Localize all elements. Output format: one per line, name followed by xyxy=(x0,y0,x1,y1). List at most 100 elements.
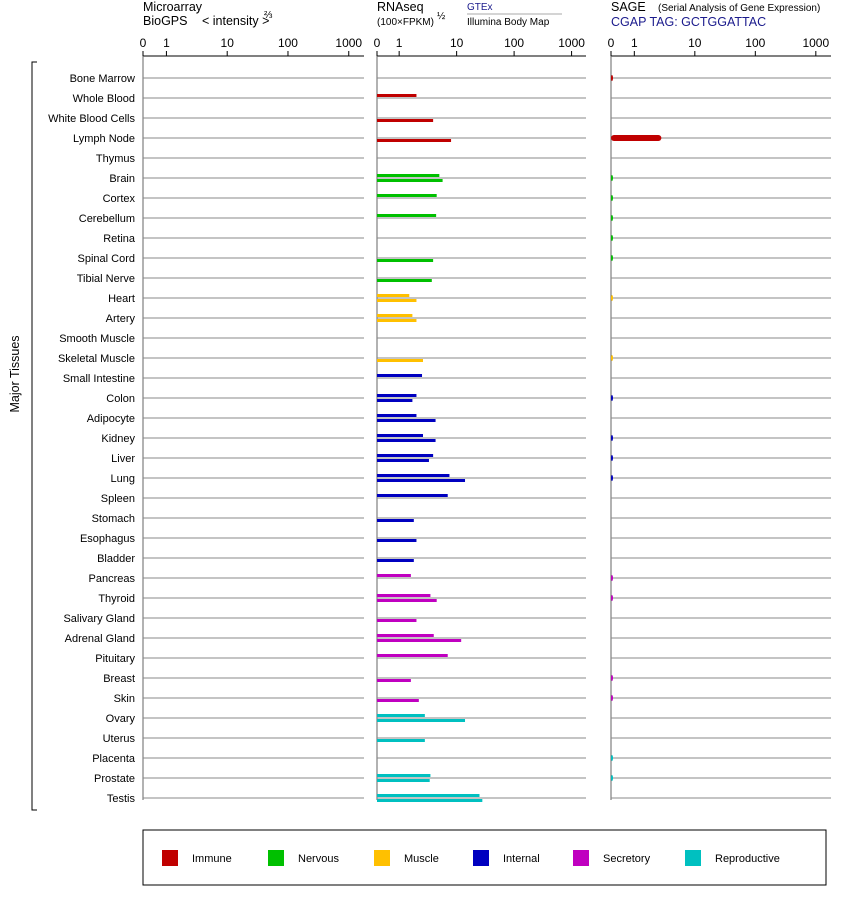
microarray-tick-label: 1 xyxy=(163,36,170,50)
tissue-label: Tibial Nerve xyxy=(77,273,135,285)
legend: Immune Nervous Muscle Internal Secretory Repr… xyxy=(162,850,780,866)
tissue-label: Small Intestine xyxy=(63,373,135,385)
sage-header: SAGE (Serial Analysis of Gene Expression… xyxy=(611,0,820,29)
rnaseq-bodymap-bar xyxy=(377,739,425,742)
sage-bar xyxy=(611,355,613,361)
rnaseq-bodymap-bar xyxy=(377,259,434,262)
rnaseq-gtex-bar xyxy=(377,394,417,397)
tissue-row: Tibial Nerve xyxy=(77,273,831,285)
rnaseq-gtex-bar xyxy=(377,474,450,477)
legend-item-internal: Internal xyxy=(473,850,540,866)
rnaseq-bodymap-bar xyxy=(377,699,419,702)
tissue-row: Pancreas xyxy=(89,573,831,585)
legend-label: Nervous xyxy=(298,853,339,865)
tissue-label: Stomach xyxy=(92,513,135,525)
legend-item-secretory: Secretory xyxy=(573,850,651,866)
rnaseq-bodymap-bar xyxy=(377,719,466,722)
rnaseq-gtex-bar xyxy=(377,174,440,177)
tissue-row: Small Intestine xyxy=(63,373,831,385)
legend-swatch xyxy=(573,850,589,866)
tissue-label: Bladder xyxy=(97,553,135,565)
tissue-label: Pancreas xyxy=(89,573,136,585)
tissue-row: Colon xyxy=(106,393,831,405)
tissue-row: Stomach xyxy=(92,513,831,525)
sage-tick-label: 1 xyxy=(631,36,638,50)
tissue-row: Testis xyxy=(107,793,831,805)
tissue-row: Skin xyxy=(114,693,831,705)
tissue-row: Lung xyxy=(111,473,831,485)
tissue-row: Artery xyxy=(106,313,831,325)
tissue-row: Spinal Cord xyxy=(78,253,831,265)
legend-swatch xyxy=(268,850,284,866)
microarray-axis: 0 1 10 100 1000 xyxy=(140,36,364,800)
rnaseq-bodymap-bar xyxy=(377,179,443,182)
sage-bar xyxy=(611,295,613,301)
tissue-label: Whole Blood xyxy=(73,93,135,105)
tissue-label: Heart xyxy=(108,293,135,305)
legend-swatch xyxy=(162,850,178,866)
sage-tick-label: 0 xyxy=(608,36,615,50)
sage-bar xyxy=(611,75,613,81)
sage-bar xyxy=(611,455,613,461)
sage-bar xyxy=(611,215,613,221)
sage-axis: 0 1 10 100 1000 xyxy=(608,36,831,800)
tissue-row: Cerebellum xyxy=(79,213,831,225)
sage-tick-label: 100 xyxy=(745,36,765,50)
sage-bar xyxy=(611,775,613,781)
legend-item-muscle: Muscle xyxy=(374,850,439,866)
tissue-label: Colon xyxy=(106,393,135,405)
legend-item-immune: Immune xyxy=(162,850,232,866)
rnaseq-bodymap-bar xyxy=(377,299,417,302)
rnaseq-gtex-bar xyxy=(377,294,410,297)
tissue-label: Smooth Muscle xyxy=(59,333,135,345)
legend-label: Secretory xyxy=(603,853,651,865)
rnaseq-bodymap-bar xyxy=(377,559,414,562)
intensity-label: < intensity > xyxy=(202,14,269,28)
sage-bar xyxy=(611,135,662,141)
tissue-label: Salivary Gland xyxy=(63,613,135,625)
legend-box xyxy=(142,829,827,886)
tissue-row: Whole Blood xyxy=(73,93,831,105)
rnaseq-gtex-bar xyxy=(377,94,417,97)
tissue-row: Brain xyxy=(109,173,831,185)
sage-bar xyxy=(611,755,613,761)
rnaseq-bodymap-bar xyxy=(377,799,483,802)
tissue-row: Heart xyxy=(108,293,831,305)
sage-bar xyxy=(611,195,613,201)
legend-label: Reproductive xyxy=(715,853,780,865)
rnaseq-bodymap-bar xyxy=(377,439,436,442)
tissue-label: White Blood Cells xyxy=(48,113,135,125)
body-map-source-label: Illumina Body Map xyxy=(467,17,550,28)
rnaseq-header: RNAseq (100×FPKM) ½ GTEx Illumina Body M… xyxy=(377,0,562,28)
tissue-label: Skeletal Muscle xyxy=(58,353,135,365)
tissue-label: Testis xyxy=(107,793,136,805)
tissue-row: Pituitary xyxy=(95,653,831,665)
tissue-label: Brain xyxy=(109,173,135,185)
tissue-label: Adipocyte xyxy=(87,413,135,425)
tissue-row: Breast xyxy=(103,673,831,685)
tissue-label: Thyroid xyxy=(98,593,135,605)
tissue-row: Thymus xyxy=(96,153,831,165)
rnaseq-bodymap-bar xyxy=(377,279,432,282)
sage-title: SAGE xyxy=(611,0,646,14)
microarray-title: Microarray xyxy=(143,0,203,14)
tissue-label: Artery xyxy=(106,313,136,325)
major-tissues-label: Major Tissues xyxy=(8,335,22,412)
tissue-row: Uterus xyxy=(103,733,831,745)
intensity-exponent: ⅔ xyxy=(264,10,273,21)
microarray-tick-label: 1000 xyxy=(335,36,362,50)
microarray-tick-label: 0 xyxy=(140,36,147,50)
rnaseq-bodymap-bar xyxy=(377,359,424,362)
rnaseq-bodymap-bar xyxy=(377,519,414,522)
rnaseq-bodymap-bar xyxy=(377,319,417,322)
legend-label: Immune xyxy=(192,853,232,865)
cgap-tag-label: CGAP TAG: GCTGGATTAC xyxy=(611,15,766,29)
tissue-row: Cortex xyxy=(103,193,831,205)
rnaseq-gtex-bar xyxy=(377,194,437,197)
sage-bar xyxy=(611,695,613,701)
tissue-label: Cerebellum xyxy=(79,213,135,225)
tissue-row: Thyroid xyxy=(98,593,831,605)
tissue-row: Adipocyte xyxy=(87,413,831,425)
tissue-row: Liver xyxy=(111,453,831,465)
rnaseq-gtex-bar xyxy=(377,774,431,777)
